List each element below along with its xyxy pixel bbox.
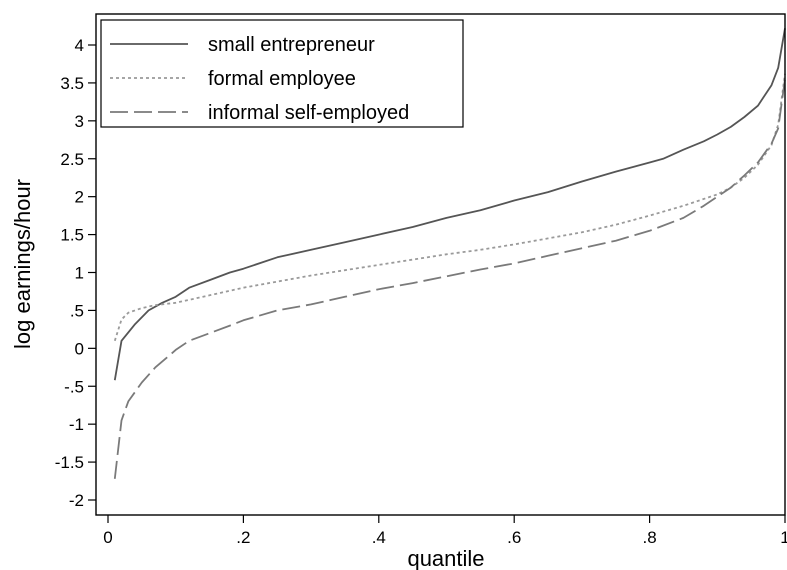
x-tick-label: .4 [372, 528, 386, 547]
y-tick-label: -2 [69, 491, 84, 510]
y-tick-label: 1.5 [60, 226, 84, 245]
legend-label-1: small entrepreneur [208, 34, 375, 56]
series-layer [113, 28, 786, 479]
y-tick-label: -1.5 [55, 453, 84, 472]
y-tick-label: 4 [75, 36, 84, 55]
plot-frame [95, 13, 786, 516]
y-tick-label: -1 [69, 415, 84, 434]
y-axis-label: log earnings/hour [10, 179, 35, 349]
legend-label-3: informal self-employed [208, 102, 409, 124]
y-axis: -2 -1.5 -1 -.5 0 .5 1 1.5 2 2.5 3 3.5 4 [55, 36, 96, 510]
x-axis-label: quantile [407, 546, 484, 570]
x-tick-label: .2 [236, 528, 250, 547]
y-tick-label: 1 [75, 264, 84, 283]
x-tick-label: .6 [507, 528, 521, 547]
x-tick-label: 1 [780, 528, 787, 547]
y-tick-label: -.5 [64, 377, 84, 396]
x-tick-label: .8 [643, 528, 657, 547]
series-line-2 [113, 73, 786, 342]
y-tick-label: 3.5 [60, 74, 84, 93]
y-tick-label: 2.5 [60, 150, 84, 169]
legend-box [100, 19, 464, 128]
y-tick-label: 0 [75, 339, 84, 358]
x-axis: 0 .2 .4 .6 .8 1 [103, 515, 787, 547]
series-line-1 [113, 28, 786, 381]
y-tick-label: .5 [70, 301, 84, 320]
legend: small entrepreneur formal employee informa… [100, 19, 464, 128]
x-tick-label: 0 [103, 528, 112, 547]
y-tick-label: 2 [75, 188, 84, 207]
legend-label-2: formal employee [208, 68, 356, 90]
y-tick-label: 3 [75, 112, 84, 131]
series-line-3 [113, 78, 786, 479]
